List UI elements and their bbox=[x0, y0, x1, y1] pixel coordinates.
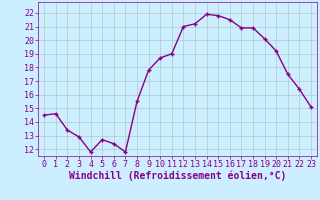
X-axis label: Windchill (Refroidissement éolien,°C): Windchill (Refroidissement éolien,°C) bbox=[69, 171, 286, 181]
